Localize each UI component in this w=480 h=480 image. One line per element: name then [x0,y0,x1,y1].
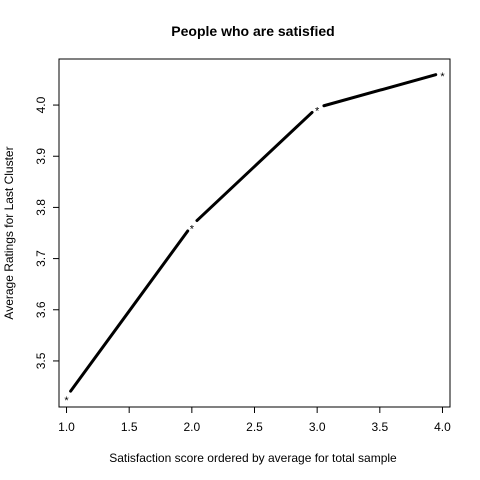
y-tick-label: 3.6 [34,301,48,318]
y-tick-label: 4.0 [34,96,48,113]
series-line-segment [195,110,314,223]
y-tick-label: 3.5 [34,352,48,369]
x-axis-label: Satisfaction score ordered by average fo… [109,451,397,465]
x-tick-label: 3.5 [371,420,388,434]
chart-title: People who are satisfied [171,23,334,39]
y-tick-label: 3.7 [34,250,48,267]
data-point-marker: * [64,395,69,407]
data-series: * * * * [64,71,445,407]
x-tick-label: 1.0 [58,420,75,434]
series-line-segment [322,73,438,108]
data-point-marker: * [190,223,195,235]
x-tick-label: 3.0 [309,420,326,434]
y-axis-label: Average Ratings for Last Cluster [2,146,16,319]
series-line-segment [69,229,190,393]
y-tick-label: 3.9 [34,148,48,165]
y-axis: 3.5 3.6 3.7 3.8 3.9 4.0 [34,96,59,369]
data-point-marker: * [440,71,445,83]
x-tick-label: 2.5 [246,420,263,434]
x-axis: 1.0 1.5 2.0 2.5 3.0 3.5 4.0 [58,407,451,434]
plot-frame [58,58,451,408]
x-tick-label: 2.0 [183,420,200,434]
y-tick-label: 3.8 [34,199,48,216]
data-point-marker: * [315,106,320,118]
x-tick-label: 4.0 [434,420,451,434]
x-tick-label: 1.5 [121,420,138,434]
